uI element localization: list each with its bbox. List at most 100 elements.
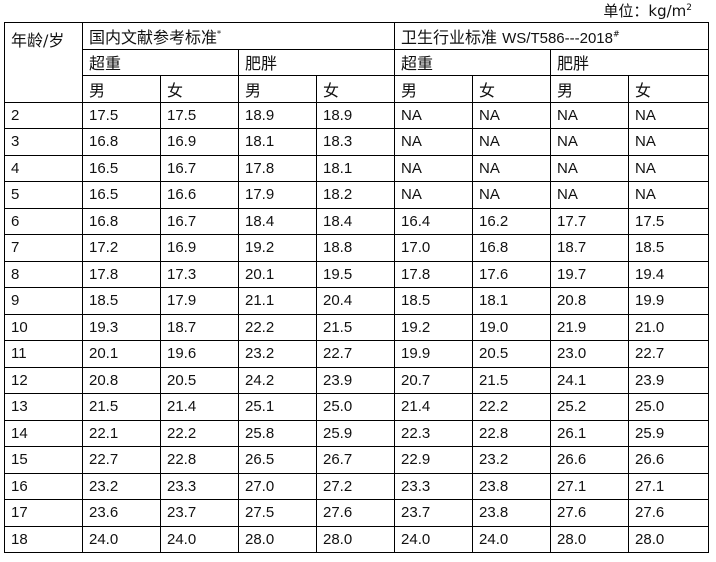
value-cell: NA: [628, 154, 710, 182]
value-cell: 16.7: [160, 207, 239, 235]
value-cell: 18.9: [315, 101, 396, 129]
table-row: 3 16.8 16.9 18.1 18.3 NA NA NA NA: [4, 128, 710, 156]
value-cell: 17.0: [394, 234, 474, 262]
age-cell: 18: [4, 525, 83, 553]
value-cell: 23.7: [160, 499, 239, 527]
value-cell: 23.2: [238, 340, 317, 368]
age-cell: 8: [4, 260, 83, 288]
value-cell: 26.7: [315, 446, 396, 474]
group-header-literature: 国内文献参考标准*: [81, 22, 396, 50]
value-cell: 19.9: [628, 287, 710, 315]
value-cell: 17.3: [160, 260, 239, 288]
value-cell: 18.5: [394, 287, 474, 315]
value-cell: 18.9: [238, 101, 317, 129]
value-cell: 21.5: [315, 313, 396, 341]
value-cell: 18.5: [82, 287, 161, 315]
value-cell: NA: [394, 154, 474, 182]
value-cell: 17.8: [238, 154, 317, 182]
age-cell: 11: [4, 340, 83, 368]
value-cell: 23.8: [472, 499, 552, 527]
value-cell: 18.2: [315, 181, 396, 209]
value-cell: 27.1: [550, 472, 630, 500]
value-cell: NA: [394, 101, 474, 129]
value-cell: 28.0: [550, 525, 630, 553]
value-cell: 23.9: [315, 366, 396, 394]
sex-header-male: 男: [550, 75, 630, 103]
value-cell: 25.2: [550, 393, 630, 421]
value-cell: 24.0: [160, 525, 239, 553]
header-row-sexes: 男 女 男 女 男 女 男 女: [5, 75, 710, 103]
value-cell: 21.9: [550, 313, 630, 341]
value-cell: 17.8: [82, 260, 161, 288]
value-cell: 26.1: [550, 419, 630, 447]
table-row: 7 17.2 16.9 19.2 18.8 17.0 16.8 18.7 18.5: [4, 234, 710, 262]
value-cell: 17.5: [160, 101, 239, 129]
value-cell: 23.2: [472, 446, 552, 474]
sex-header-female: 女: [628, 75, 710, 103]
table-row: 9 18.5 17.9 21.1 20.4 18.5 18.1 20.8 19.9: [4, 287, 710, 315]
value-cell: 21.1: [238, 287, 317, 315]
value-cell: 20.8: [82, 366, 161, 394]
age-cell: 2: [4, 101, 83, 129]
value-cell: NA: [550, 154, 630, 182]
table-row: 12 20.8 20.5 24.2 23.9 20.7 21.5 24.1 23.9: [4, 366, 710, 394]
value-cell: 24.0: [82, 525, 161, 553]
group-header-literature-mark: *: [217, 29, 222, 39]
value-cell: 23.8: [472, 472, 552, 500]
value-cell: 16.8: [472, 234, 552, 262]
value-cell: NA: [550, 181, 630, 209]
value-cell: 18.1: [472, 287, 552, 315]
value-cell: 18.4: [238, 207, 317, 235]
value-cell: 17.5: [82, 101, 161, 129]
age-cell: 12: [4, 366, 83, 394]
value-cell: 20.5: [472, 340, 552, 368]
value-cell: 21.4: [160, 393, 239, 421]
value-cell: 24.2: [238, 366, 317, 394]
value-cell: 27.0: [238, 472, 317, 500]
value-cell: 20.4: [315, 287, 396, 315]
value-cell: 19.4: [628, 260, 710, 288]
age-cell: 3: [4, 128, 83, 156]
age-cell: 9: [4, 287, 83, 315]
value-cell: 28.0: [315, 525, 396, 553]
value-cell: NA: [628, 101, 710, 129]
value-cell: 22.3: [394, 419, 474, 447]
value-cell: 23.9: [628, 366, 710, 394]
value-cell: 17.2: [82, 234, 161, 262]
value-cell: 16.4: [394, 207, 474, 235]
value-cell: 23.3: [160, 472, 239, 500]
group-header-industry: 卫生行业标准 WS/T586---2018#: [394, 22, 710, 50]
value-cell: 22.8: [160, 446, 239, 474]
age-cell: 14: [4, 419, 83, 447]
value-cell: 17.9: [238, 181, 317, 209]
sex-header-female: 女: [315, 75, 396, 103]
value-cell: 27.6: [315, 499, 396, 527]
value-cell: 23.7: [394, 499, 474, 527]
table-row: 18 24.0 24.0 28.0 28.0 24.0 24.0 28.0 28.0: [4, 525, 710, 553]
table-row: 13 21.5 21.4 25.1 25.0 21.4 22.2 25.2 25.0: [4, 393, 710, 421]
table-row: 15 22.7 22.8 26.5 26.7 22.9 23.2 26.6 26.6: [4, 446, 710, 474]
age-cell: 15: [4, 446, 83, 474]
table-row: 5 16.5 16.6 17.9 18.2 NA NA NA NA: [4, 181, 710, 209]
value-cell: 18.7: [160, 313, 239, 341]
category-header-obese: 肥胖: [237, 48, 396, 76]
value-cell: 18.8: [315, 234, 396, 262]
group-header-industry-code: WS/T586---2018: [502, 29, 613, 47]
value-cell: 24.1: [550, 366, 630, 394]
value-cell: 19.9: [394, 340, 474, 368]
value-cell: 16.5: [82, 181, 161, 209]
value-cell: 24.0: [472, 525, 552, 553]
value-cell: NA: [472, 154, 552, 182]
value-cell: 27.5: [238, 499, 317, 527]
header-row-groups: 年龄/岁 国内文献参考标准* 卫生行业标准 WS/T586---2018#: [4, 22, 710, 103]
value-cell: NA: [628, 128, 710, 156]
table-row: 6 16.8 16.7 18.4 18.4 16.4 16.2 17.7 17.5: [4, 207, 710, 235]
value-cell: 20.1: [238, 260, 317, 288]
unit-superscript: 2: [686, 3, 692, 13]
value-cell: 18.1: [315, 154, 396, 182]
value-cell: 16.8: [82, 128, 161, 156]
value-cell: 20.7: [394, 366, 474, 394]
value-cell: 18.3: [315, 128, 396, 156]
value-cell: 20.8: [550, 287, 630, 315]
value-cell: 21.5: [82, 393, 161, 421]
